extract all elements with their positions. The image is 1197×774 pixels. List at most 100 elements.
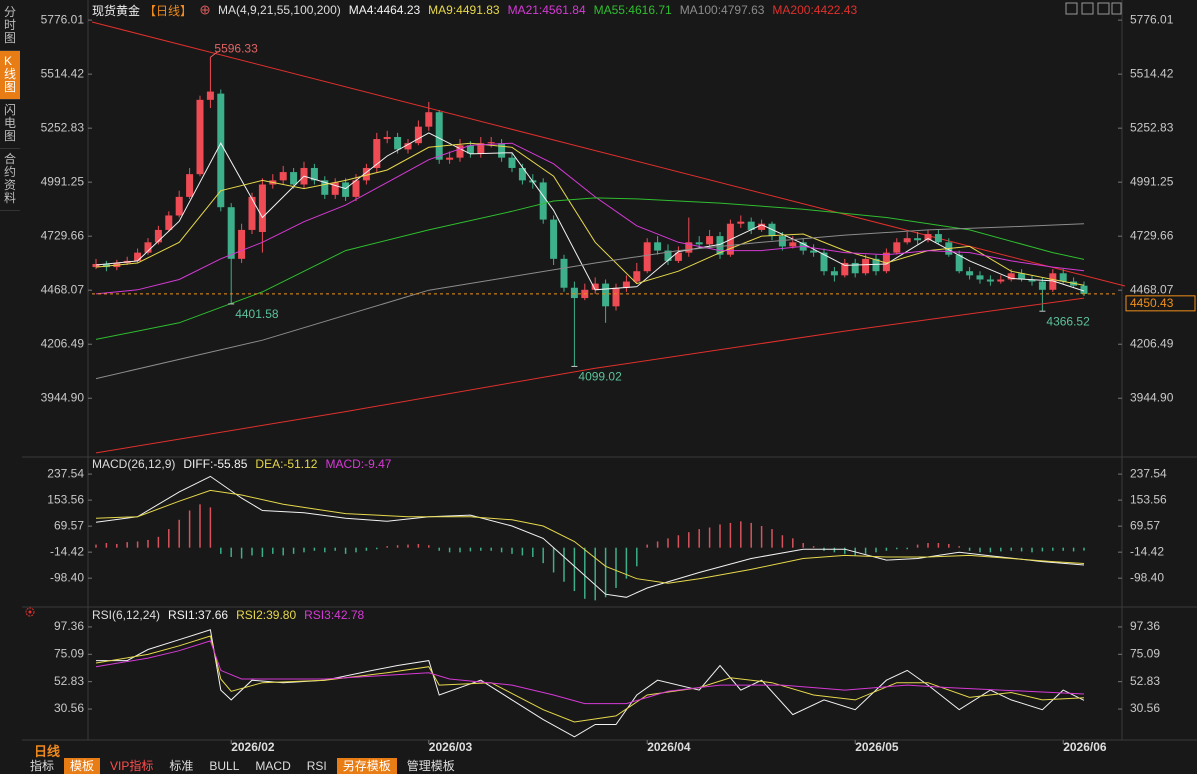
candle-body xyxy=(550,219,558,259)
icon[interactable] xyxy=(1097,2,1110,15)
candle-body xyxy=(102,263,110,268)
candle-body xyxy=(1059,273,1067,282)
y-tick-label: 30.56 xyxy=(1130,701,1160,715)
toolbar-button[interactable]: 另存模板 xyxy=(336,758,397,774)
candle-body xyxy=(539,182,547,220)
y-tick-label: 153.56 xyxy=(1130,492,1167,506)
candle-body xyxy=(1018,273,1026,280)
high-annotation: 5596.33 xyxy=(214,41,258,55)
chart: 5776.01 5776.01 5514.42 5514.42 5252.83 5252.… xyxy=(22,0,1197,754)
y-tick-label: 5252.83 xyxy=(1130,120,1174,134)
candle-body xyxy=(477,143,485,154)
legend-entry: MA55:4616.71 xyxy=(593,3,672,17)
macd-line xyxy=(95,489,1085,584)
candle-body xyxy=(290,172,298,185)
toolbar-button[interactable]: RSI xyxy=(306,759,327,773)
candle-body xyxy=(685,242,693,253)
indicator-label: MA(4,9,21,55,100,200) xyxy=(218,3,341,17)
candle-body xyxy=(466,145,474,154)
candle-body xyxy=(591,283,599,290)
candle-body xyxy=(570,287,578,299)
settings-icon-dot xyxy=(28,610,32,614)
candle-body xyxy=(1080,285,1088,294)
y-tick-label: 237.54 xyxy=(1130,466,1167,480)
candle-body xyxy=(186,174,194,197)
candle-body xyxy=(383,136,391,140)
y-tick-label: 4991.25 xyxy=(41,174,85,188)
candle-body xyxy=(248,196,256,230)
candle-body xyxy=(737,221,745,224)
candle-body xyxy=(352,180,360,197)
sidebar-tab[interactable]: 分时图 xyxy=(0,2,20,51)
candle-body xyxy=(165,215,173,230)
y-tick-label: 4206.49 xyxy=(41,336,85,350)
y-tick-label: 4729.66 xyxy=(41,228,85,242)
toolbar-button[interactable]: BULL xyxy=(209,759,240,773)
candle-body xyxy=(227,207,235,259)
toolbar-button[interactable]: 标准 xyxy=(169,759,194,773)
candle-body xyxy=(321,180,329,195)
y-tick-label: 5514.42 xyxy=(41,66,85,80)
y-tick-label: 5776.01 xyxy=(1130,12,1174,26)
toolbar-button[interactable]: 模板 xyxy=(64,758,101,774)
toolbar-button[interactable]: MACD xyxy=(255,759,291,773)
candle-body xyxy=(903,238,911,243)
toolbar-button[interactable]: 指标 xyxy=(30,759,55,773)
candle-body xyxy=(144,242,152,253)
icon[interactable] xyxy=(1065,2,1078,15)
period-selector[interactable]: 日线 xyxy=(34,744,61,759)
candle-body xyxy=(778,236,786,247)
candle-body xyxy=(175,196,183,216)
candle-body xyxy=(955,254,963,272)
annotation-leader xyxy=(210,50,219,58)
y-tick-label: 4729.66 xyxy=(1130,228,1174,242)
candle-body xyxy=(92,263,100,268)
icon[interactable] xyxy=(1081,2,1094,15)
y-tick-label: 237.54 xyxy=(47,466,84,480)
candle-body xyxy=(986,279,994,282)
legend-entry: DIFF:-55.85 xyxy=(183,457,248,471)
main-legend: 现货黄金 【日线】 MA(4,9,21,55,100,200) MA4:4464… xyxy=(92,2,857,18)
settings-icon[interactable] xyxy=(25,607,35,617)
candle-body xyxy=(258,184,266,232)
candle-body xyxy=(612,287,620,307)
toolbar-button[interactable]: VIP指标 xyxy=(110,759,154,773)
candle-body xyxy=(373,139,381,168)
legend-entry: RSI1:37.66 xyxy=(168,608,229,622)
candle-body xyxy=(279,172,287,181)
candle-body xyxy=(487,142,495,144)
x-tick-label: 2026/04 xyxy=(647,740,691,754)
instrument-title: 现货黄金 xyxy=(92,3,141,18)
sidebar-tab[interactable]: 合约资料 xyxy=(0,149,20,211)
sidebar-tab[interactable]: 闪电图 xyxy=(0,100,20,149)
add-icon[interactable] xyxy=(200,5,210,15)
candle-body xyxy=(841,262,849,276)
candle-body xyxy=(830,271,838,276)
candle-body xyxy=(997,279,1005,282)
candle-body xyxy=(425,112,433,127)
y-tick-label: 30.56 xyxy=(54,701,84,715)
candle-body xyxy=(414,126,422,144)
candle-body xyxy=(196,99,204,175)
toolbar-button[interactable]: 管理模板 xyxy=(406,759,455,773)
macd-legend: MACD(26,12,9) DIFF:-55.85 DEA:-51.12 MACD:… xyxy=(92,456,391,472)
candle-body xyxy=(664,250,672,261)
y-tick-label: 52.83 xyxy=(1130,674,1160,688)
trend-line xyxy=(91,21,1126,287)
candle-body xyxy=(154,229,162,243)
icon[interactable] xyxy=(1111,2,1122,15)
y-tick-label: 97.36 xyxy=(54,619,84,633)
candle-body xyxy=(882,252,890,272)
legend-entry: MA100:4797.63 xyxy=(679,3,765,17)
candle-body xyxy=(654,242,662,251)
legend-entry: MA4:4464.23 xyxy=(348,3,421,17)
x-tick-label: 2026/03 xyxy=(429,740,473,754)
candle-body xyxy=(342,182,350,197)
sidebar-tab[interactable]: K线图 xyxy=(0,51,20,100)
ma-line xyxy=(95,223,1085,380)
candle-body xyxy=(394,136,402,150)
candle-body xyxy=(518,167,526,181)
candle-body xyxy=(206,91,214,100)
candle-body xyxy=(851,262,859,274)
candle-body xyxy=(238,229,246,259)
